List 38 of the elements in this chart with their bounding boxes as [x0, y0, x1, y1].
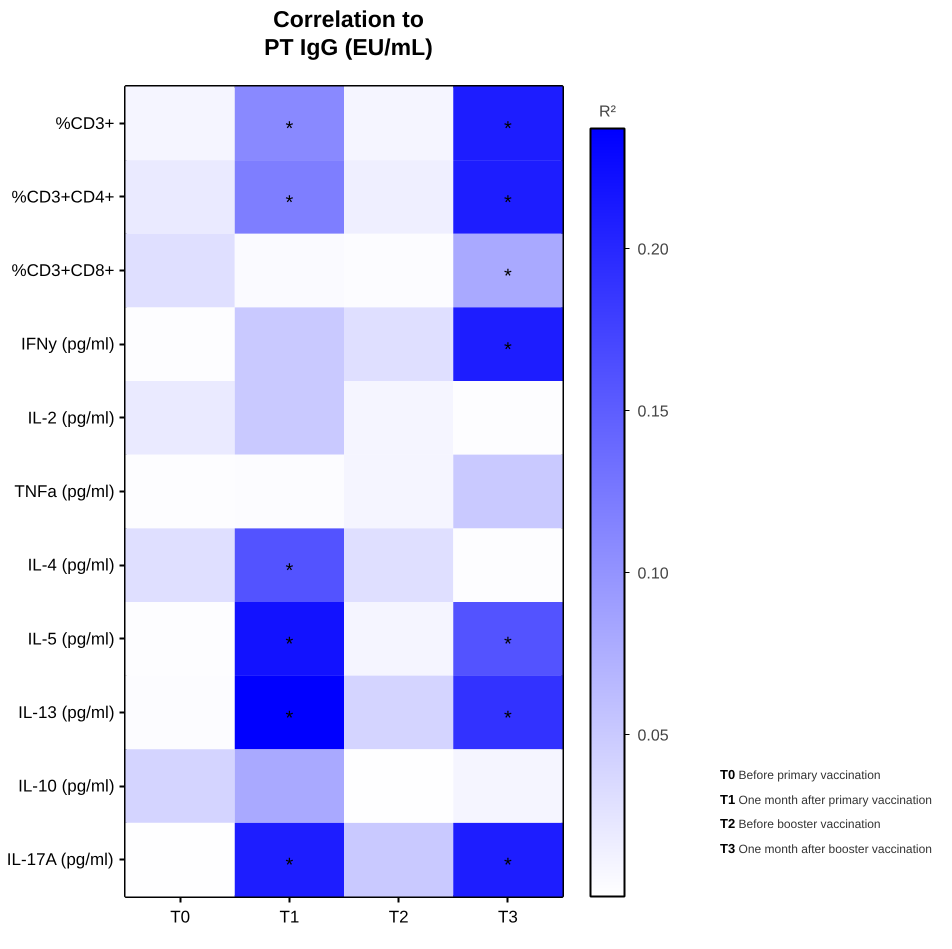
data-label: *: [504, 634, 512, 656]
data-label: *: [285, 854, 294, 877]
text: T3 One month after booster vaccination: [720, 840, 932, 858]
x-tick-label: T0: [170, 908, 190, 926]
data-label: *: [285, 192, 294, 214]
data-label: *: [285, 118, 294, 140]
color-bar-label: 0.10: [638, 565, 669, 582]
color-bar-label: 0.15: [638, 403, 669, 420]
data-label: *: [504, 339, 512, 362]
y-tick-label: IFNy (pg/ml): [21, 334, 114, 354]
data-label: *: [504, 192, 512, 214]
data-label: *: [504, 118, 512, 140]
y-tick-label: TNFa (pg/ml): [14, 482, 115, 501]
y-tick-label: %CD3+: [55, 114, 115, 133]
chart-title: Correlation to PT IgG (EU/mL): [263, 5, 434, 61]
y-tick-label: IL-5 (pg/ml): [28, 629, 115, 648]
x-tick-label: T3: [498, 908, 518, 926]
data-label: *: [285, 707, 294, 730]
data-label: *: [504, 854, 512, 877]
y-tick-label: IL-10 (pg/ml): [18, 776, 115, 796]
y-tick-label: IL-13 (pg/ml): [18, 702, 115, 722]
text: T2 Before booster vaccination: [720, 815, 882, 834]
data-label: *: [285, 560, 294, 582]
y-tick-label: IL-17A (pg/ml): [6, 850, 114, 870]
data-label: *: [285, 634, 294, 656]
x-tick-label: T2: [388, 908, 409, 926]
text: T0 Before primary vaccination: [720, 766, 882, 784]
x-tick-label: T1: [279, 908, 300, 926]
color-bar-title: R²: [599, 104, 617, 120]
color-bar-label: 0.20: [638, 241, 669, 258]
y-tick-label: IL-2 (pg/ml): [28, 408, 115, 428]
y-tick-label: %CD3+CD4+: [12, 187, 115, 206]
text: T1 One month after primary vaccination: [720, 790, 932, 809]
color-bar-label: 0.05: [638, 727, 669, 744]
data-label: *: [504, 265, 512, 288]
data-label: *: [504, 707, 512, 730]
y-tick-label: %CD3+CD8+: [12, 261, 115, 280]
y-tick-label: IL-4 (pg/ml): [28, 556, 115, 575]
